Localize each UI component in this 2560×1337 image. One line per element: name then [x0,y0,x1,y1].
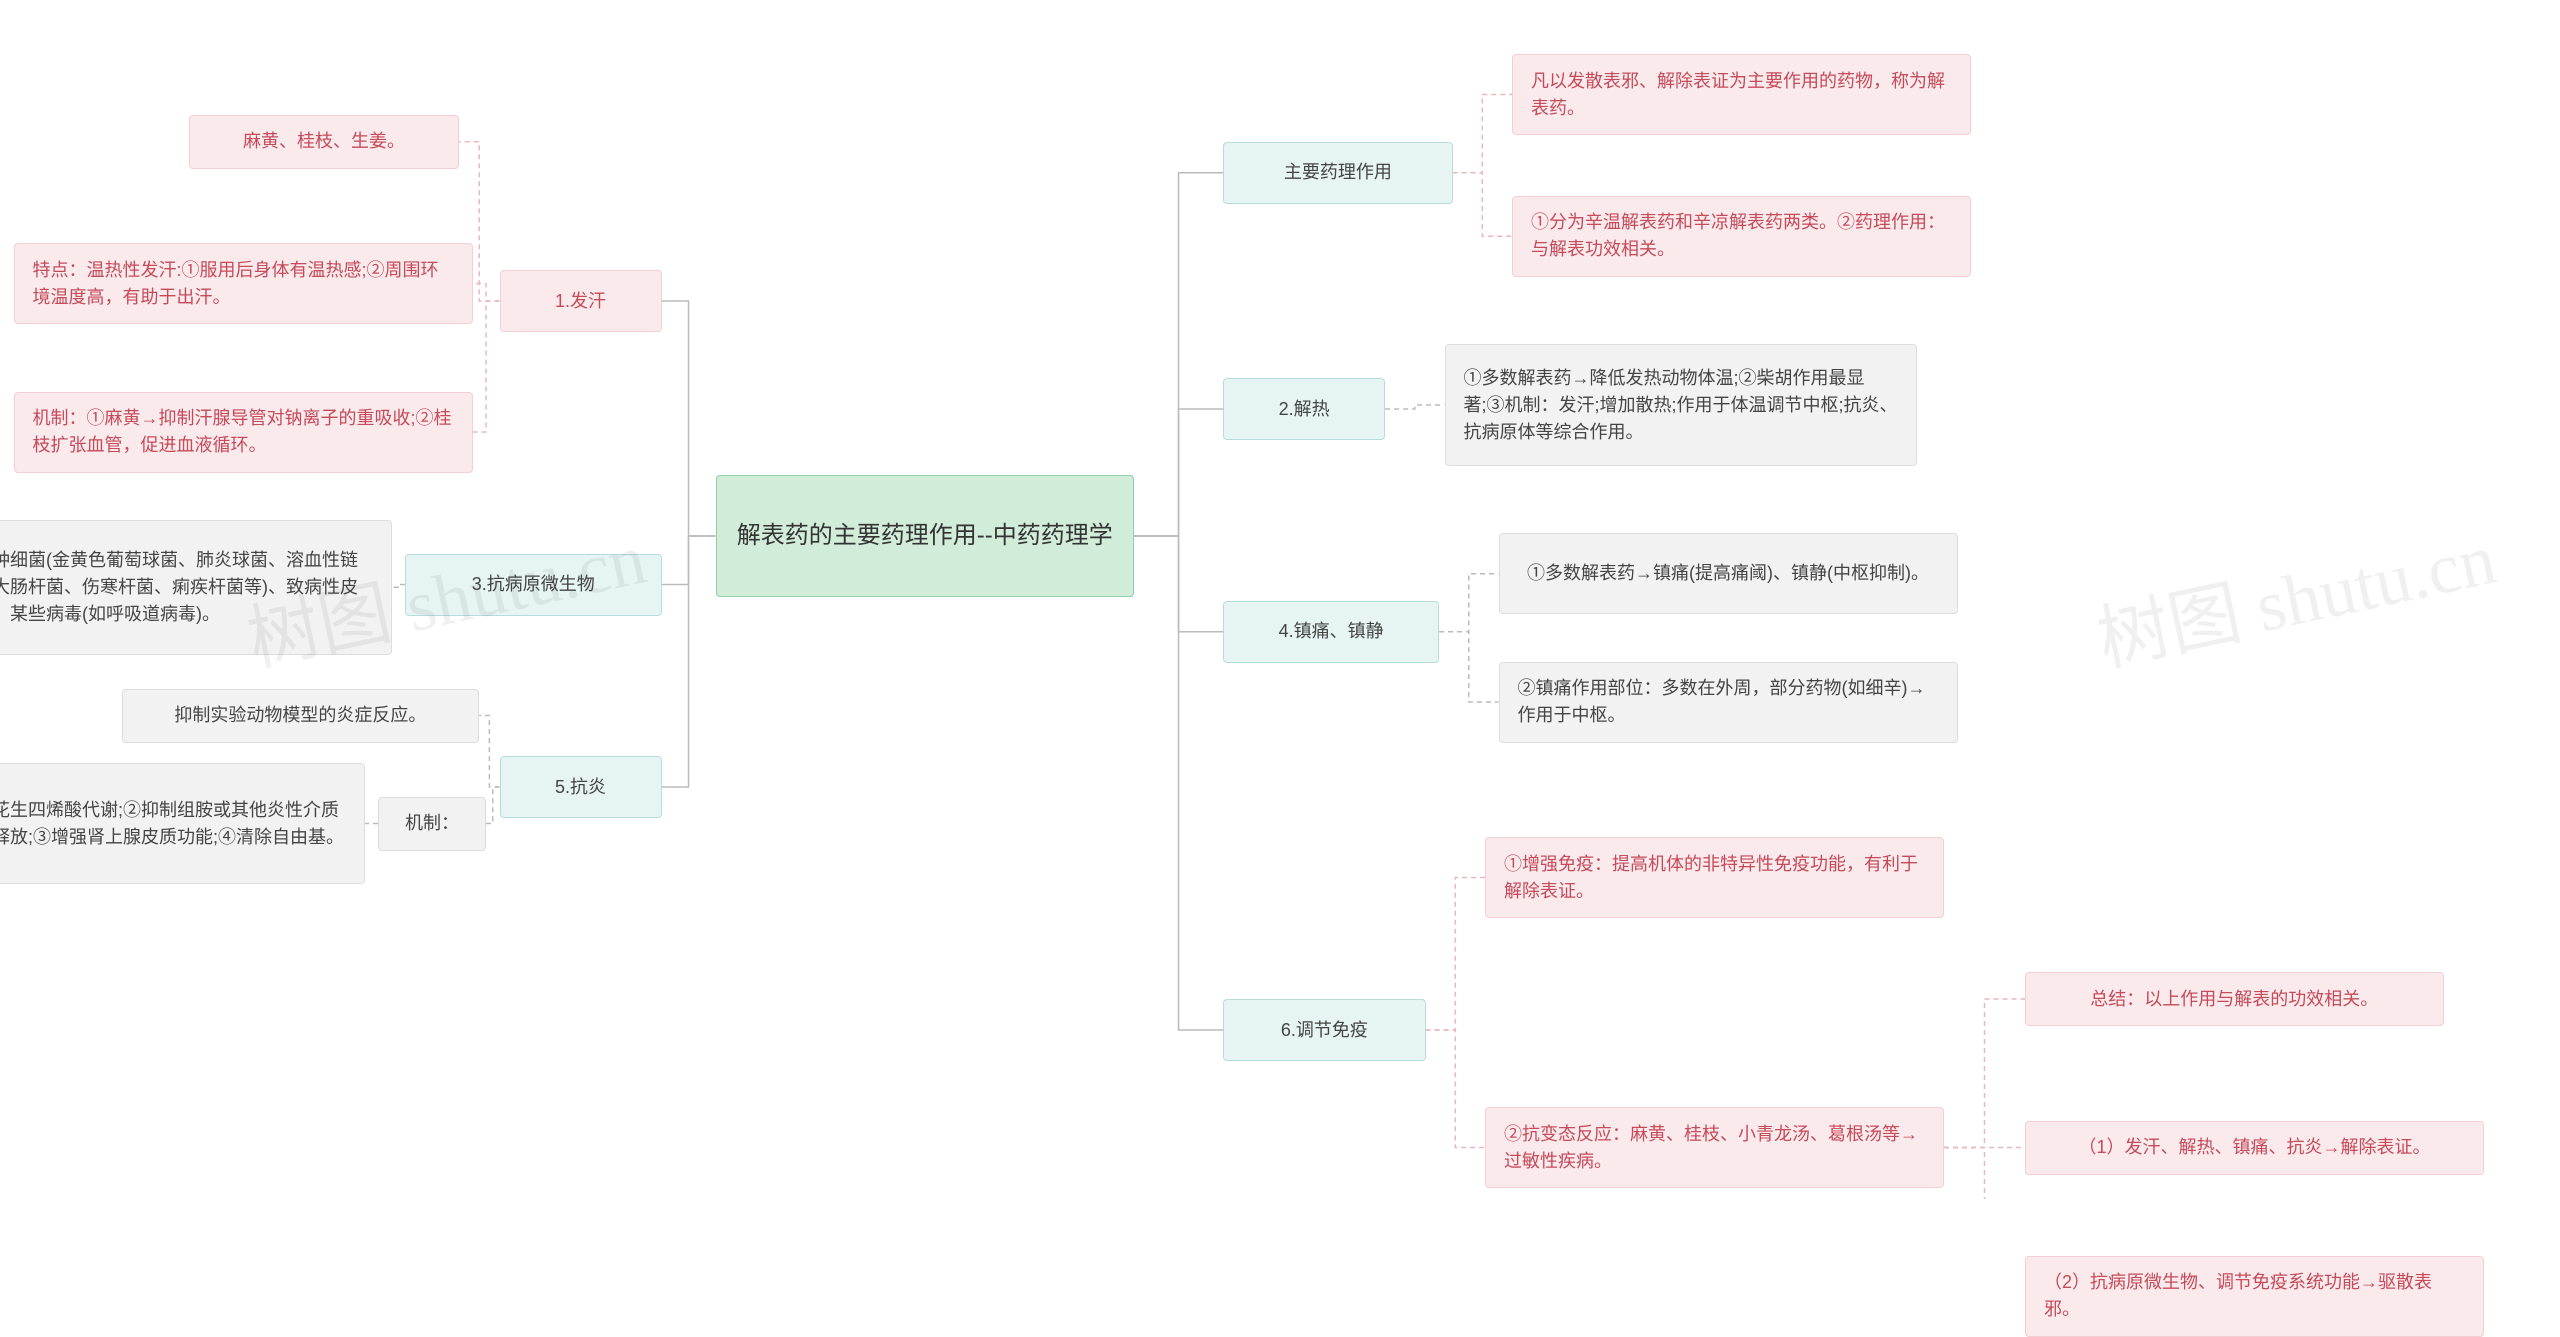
right-leaf-r6-1-1: （1）发汗、解热、镇痛、抗炎→解除表证。 [2025,1121,2484,1175]
left-branch-b5: 5.抗炎 [500,756,662,818]
root-node: 解表药的主要药理作用--中药药理学 [716,475,1135,597]
left-leaf-b5-0: 抑制实验动物模型的炎症反应。 [122,689,480,743]
left-leaf-b5-1-0: ①抑制花生四烯酸代谢;②抑制组胺或其他炎性介质生成或释放;③增强肾上腺皮质功能;… [0,763,365,885]
left-leaf-b3-0: 抑制多种细菌(金黄色葡萄球菌、肺炎球菌、溶血性链球菌、大肠杆菌、伤寒杆菌、痢疾杆… [0,520,392,655]
left-leaf-b5-1: 机制： [378,797,486,851]
right-leaf-r2-0: ①多数解表药→降低发热动物体温;②柴胡作用最显著;③机制：发汗;增加散热;作用于… [1445,344,1918,466]
right-branch-r1: 主要药理作用 [1223,142,1453,204]
left-leaf-b1-0: 麻黄、桂枝、生姜。 [189,115,459,169]
right-leaf-r6-1-0: 总结：以上作用与解表的功效相关。 [2025,972,2444,1026]
right-leaf-r6-0: ①增强免疫：提高机体的非特异性免疫功能，有利于解除表证。 [1485,837,1944,918]
right-leaf-r4-0: ①多数解表药→镇痛(提高痛阈)、镇静(中枢抑制)。 [1499,533,1958,614]
right-leaf-r6-1: ②抗变态反应：麻黄、桂枝、小青龙汤、葛根汤等→过敏性疾病。 [1485,1107,1944,1188]
right-leaf-r4-1: ②镇痛作用部位：多数在外周，部分药物(如细辛)→作用于中枢。 [1499,662,1958,743]
watermark-1: 树图 shutu.cn [2086,499,2503,686]
left-branch-b1: 1.发汗 [500,270,662,332]
left-leaf-b1-2: 机制：①麻黄→抑制汗腺导管对钠离子的重吸收;②桂枝扩张血管，促进血液循环。 [14,392,473,473]
right-branch-r6: 6.调节免疫 [1223,999,1426,1061]
left-leaf-b1-1: 特点：温热性发汗:①服用后身体有温热感;②周围环境温度高，有助于出汗。 [14,243,473,324]
left-branch-b3: 3.抗病原微生物 [405,554,662,616]
right-leaf-r6-1-2: （2）抗病原微生物、调节免疫系统功能→驱散表邪。 [2025,1256,2484,1337]
right-leaf-r1-1: ①分为辛温解表药和辛凉解表药两类。②药理作用：与解表功效相关。 [1512,196,1971,277]
right-branch-r2: 2.解热 [1223,378,1385,440]
right-leaf-r1-0: 凡以发散表邪、解除表证为主要作用的药物，称为解表药。 [1512,54,1971,135]
right-branch-r4: 4.镇痛、镇静 [1223,601,1439,663]
